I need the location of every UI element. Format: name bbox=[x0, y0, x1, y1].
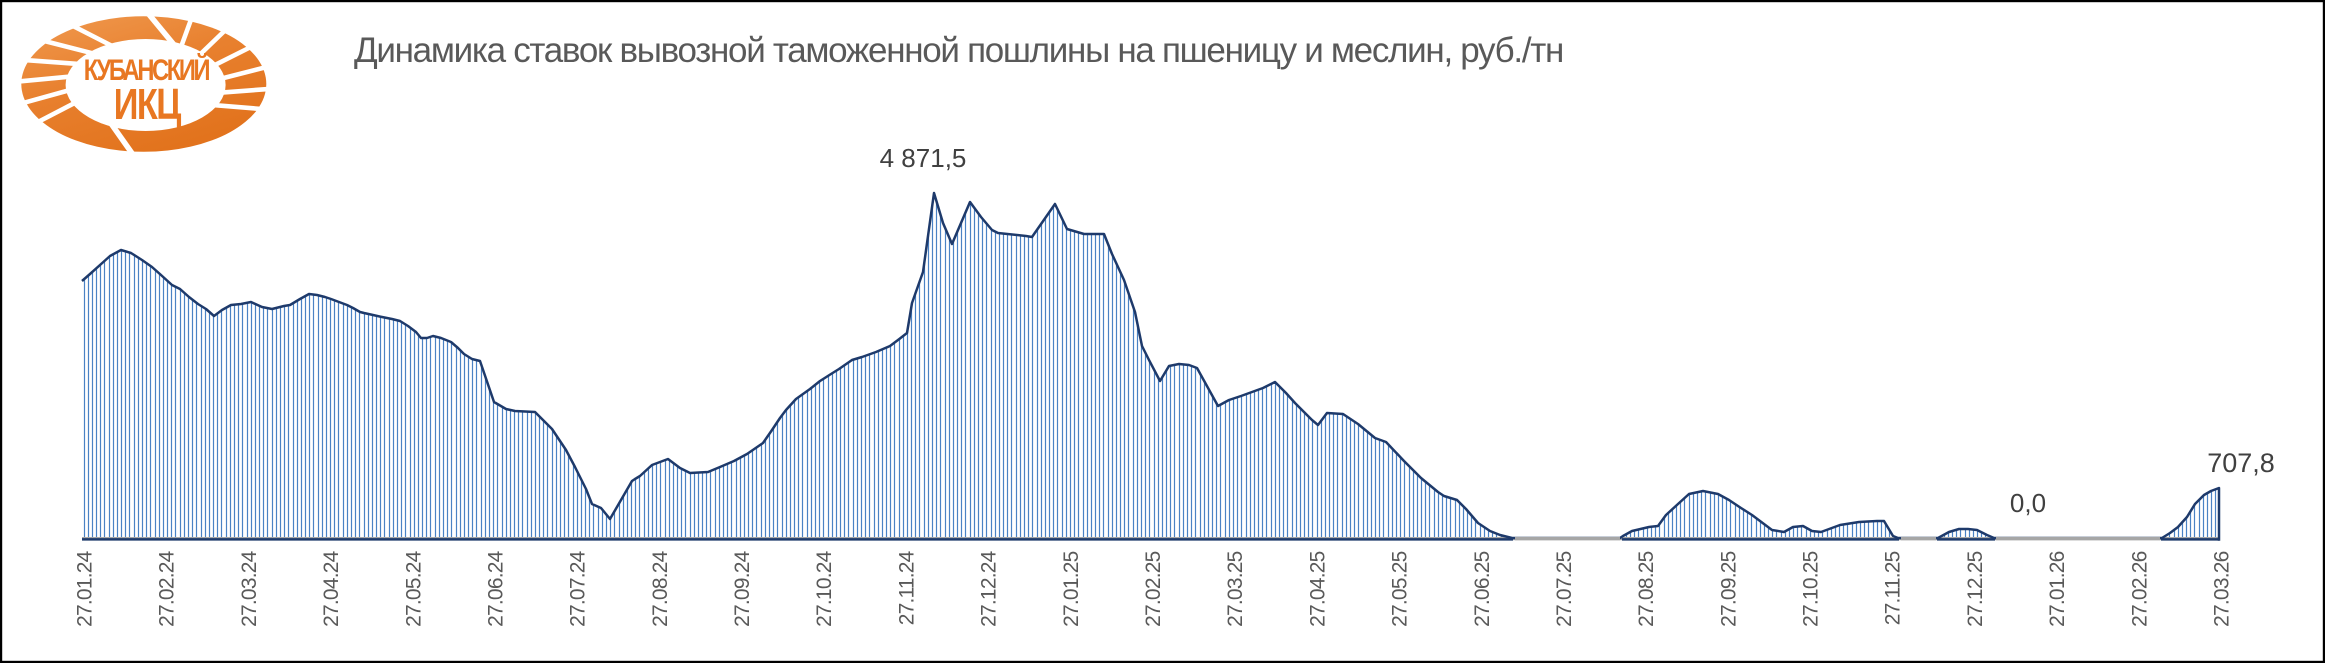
svg-text:27.04.24: 27.04.24 bbox=[320, 550, 343, 626]
svg-text:27.11.25: 27.11.25 bbox=[1882, 551, 1905, 625]
svg-text:27.03.26: 27.03.26 bbox=[2211, 551, 2234, 626]
svg-text:27.06.25: 27.06.25 bbox=[1471, 551, 1494, 626]
svg-text:27.05.25: 27.05.25 bbox=[1389, 551, 1412, 626]
svg-text:27.10.25: 27.10.25 bbox=[1800, 551, 1823, 626]
svg-text:27.01.24: 27.01.24 bbox=[74, 550, 97, 626]
svg-text:Динамика ставок вывозной тамож: Динамика ставок вывозной таможенной пошл… bbox=[354, 31, 1563, 70]
svg-text:27.12.24: 27.12.24 bbox=[978, 550, 1001, 626]
svg-text:27.02.24: 27.02.24 bbox=[156, 550, 179, 626]
svg-text:27.04.25: 27.04.25 bbox=[1306, 551, 1329, 626]
svg-text:707,8: 707,8 bbox=[2207, 448, 2275, 478]
svg-text:4 871,5: 4 871,5 bbox=[880, 143, 967, 173]
svg-text:27.05.24: 27.05.24 bbox=[402, 550, 425, 626]
svg-text:27.06.24: 27.06.24 bbox=[485, 550, 508, 626]
svg-text:27.07.25: 27.07.25 bbox=[1553, 551, 1576, 626]
svg-text:27.03.25: 27.03.25 bbox=[1224, 551, 1247, 626]
svg-text:27.01.26: 27.01.26 bbox=[2046, 551, 2069, 626]
svg-text:27.09.24: 27.09.24 bbox=[731, 550, 754, 626]
svg-text:27.03.24: 27.03.24 bbox=[238, 550, 261, 626]
svg-text:27.08.24: 27.08.24 bbox=[649, 550, 672, 626]
svg-text:27.10.24: 27.10.24 bbox=[813, 550, 836, 626]
svg-text:27.02.25: 27.02.25 bbox=[1142, 551, 1165, 626]
svg-text:ИКЦ: ИКЦ bbox=[114, 80, 182, 129]
svg-text:27.11.24: 27.11.24 bbox=[895, 550, 918, 625]
svg-text:27.12.25: 27.12.25 bbox=[1964, 551, 1987, 626]
svg-text:27.07.24: 27.07.24 bbox=[567, 550, 590, 626]
svg-text:27.02.26: 27.02.26 bbox=[2128, 551, 2151, 626]
svg-text:27.08.25: 27.08.25 bbox=[1635, 551, 1658, 626]
svg-text:27.01.25: 27.01.25 bbox=[1060, 551, 1083, 626]
svg-text:КУБАНСКИЙ: КУБАНСКИЙ bbox=[84, 51, 210, 87]
svg-text:27.09.25: 27.09.25 bbox=[1717, 551, 1740, 626]
svg-text:0,0: 0,0 bbox=[2010, 488, 2046, 518]
